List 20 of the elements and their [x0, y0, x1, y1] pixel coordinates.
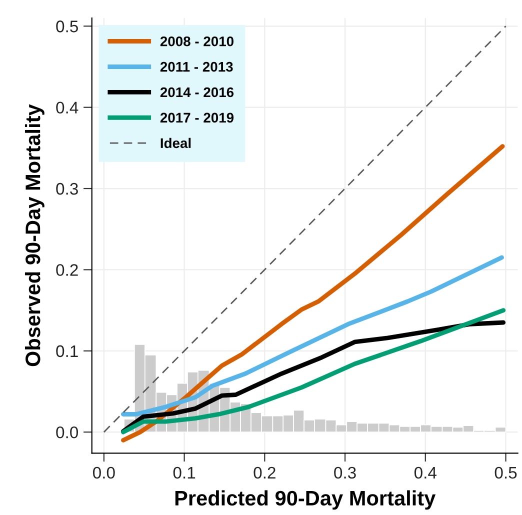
- y-tick-label: 0.2: [56, 264, 78, 276]
- y-tick-label: 0.4: [56, 102, 78, 114]
- y-tick-label: 0.1: [56, 345, 78, 358]
- legend-label: Ideal: [160, 138, 191, 148]
- legend-label: 2017 - 2019: [160, 112, 234, 123]
- x-tick-label: 0.2: [254, 466, 276, 479]
- line-series: [120, 255, 504, 416]
- legend-label: 2014 - 2016: [160, 87, 234, 98]
- y-tick-label: 0.5: [56, 20, 78, 32]
- legend-label: 2008 - 2010: [160, 36, 234, 46]
- x-tick-label: 0.3: [334, 466, 356, 479]
- x-tick-label: 0.5: [494, 466, 517, 479]
- x-tick-label: 0.1: [173, 466, 196, 479]
- legend-label: 2011 - 2013: [160, 62, 233, 72]
- x-tick-label: 0.0: [92, 466, 115, 479]
- y-tick-label: 0.3: [56, 182, 78, 195]
- x-axis-title: Predicted 90-Day Mortality: [175, 490, 436, 510]
- y-tick-label: 0.0: [56, 426, 78, 438]
- y-axis-title: Observed 90-Day Mortality: [24, 104, 44, 366]
- x-tick-label: 0.4: [414, 466, 436, 479]
